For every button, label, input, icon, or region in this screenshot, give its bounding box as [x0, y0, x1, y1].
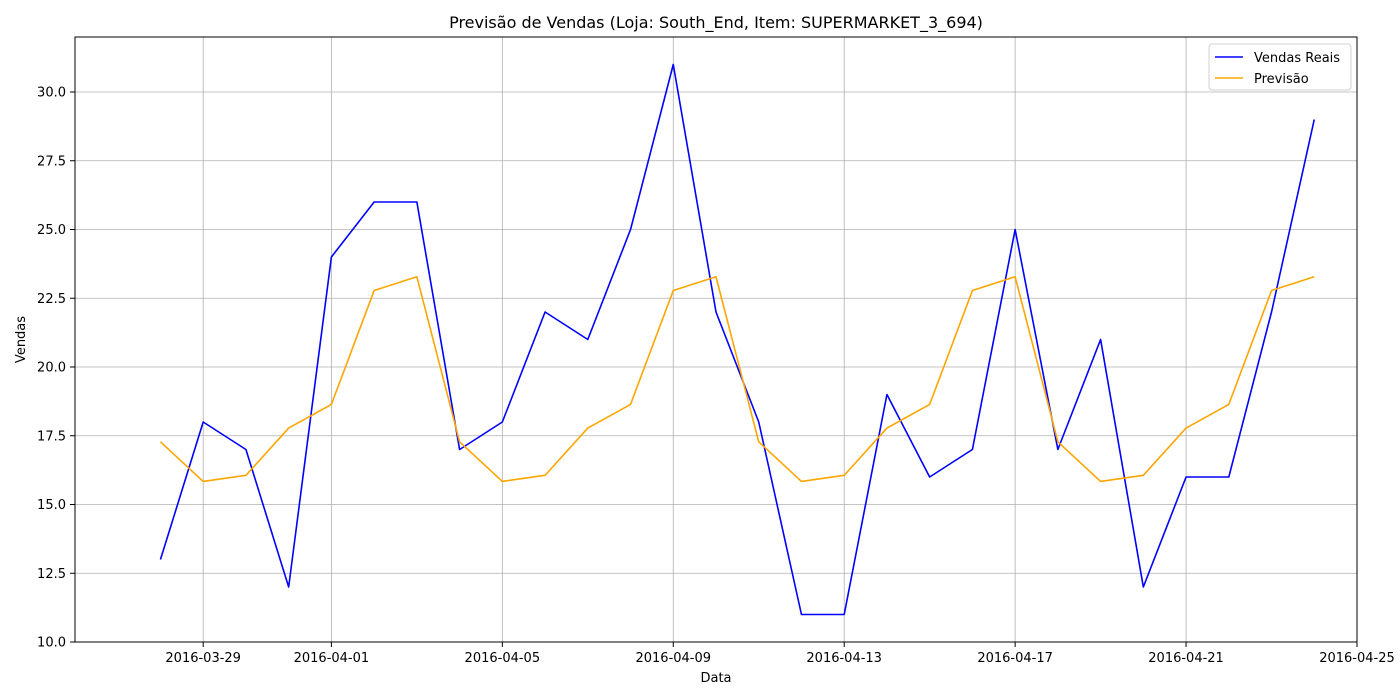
y-tick-label: 12.5: [37, 567, 66, 582]
plot-frame: [74, 36, 1358, 643]
x-tick-label: 2016-04-01: [294, 651, 370, 666]
x-tick-label: 2016-04-09: [635, 651, 711, 666]
y-tick-label: 10.0: [37, 636, 66, 651]
legend-label: Previsão: [1254, 72, 1309, 87]
x-tick-label: 2016-04-05: [465, 651, 541, 666]
chart-title: Previsão de Vendas (Loja: South_End, Ite…: [449, 13, 983, 33]
series-line-previs-o: [159, 275, 1315, 483]
x-tick-label: 2016-03-29: [165, 651, 241, 666]
y-tick-label: 15.0: [37, 498, 66, 513]
legend-label: Vendas Reais: [1254, 51, 1340, 66]
x-tick-label: 2016-04-25: [1319, 651, 1395, 666]
legend-box: [1208, 43, 1352, 91]
grid: [75, 37, 1358, 643]
x-tick-label: 2016-04-13: [806, 651, 882, 666]
y-tick-label: 25.0: [37, 223, 66, 238]
y-tick-label: 20.0: [37, 361, 66, 376]
y-tick-label: 22.5: [37, 292, 66, 307]
legend: Vendas Reais Previsão: [1208, 43, 1352, 91]
series-lines: [159, 63, 1316, 616]
y-tick-label: 30.0: [37, 86, 66, 101]
y-tick-label: 27.5: [37, 154, 66, 169]
x-axis-label: Data: [700, 671, 731, 686]
y-tick-label: 17.5: [37, 429, 66, 444]
axis-ticks: 2016-03-29 2016-04-01 2016-04-05 2016-04-09…: [37, 86, 1395, 667]
series-line-vendas-reais: [159, 63, 1316, 616]
y-axis-label: Vendas: [14, 316, 29, 363]
x-tick-label: 2016-04-17: [977, 651, 1053, 666]
x-tick-label: 2016-04-21: [1148, 651, 1224, 666]
